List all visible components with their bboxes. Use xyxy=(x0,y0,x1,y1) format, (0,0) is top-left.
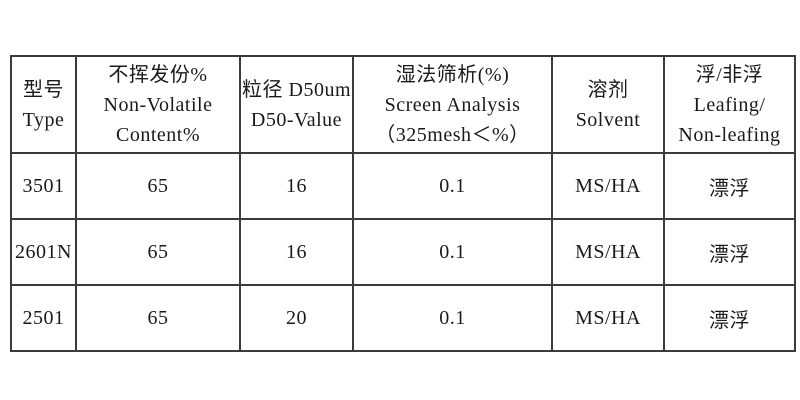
header-solvent: 溶剂 Solvent xyxy=(551,55,665,154)
header-type: 型号 Type xyxy=(10,55,77,154)
cell-leafing: 漂浮 xyxy=(663,218,796,286)
cell-solvent: MS/HA xyxy=(551,152,665,220)
cell-type: 2601N xyxy=(10,218,77,286)
header-d50-zh: 粒径 D50um xyxy=(242,78,351,101)
header-non-volatile-en2: Content% xyxy=(116,123,200,146)
header-leafing-zh: 浮/非浮 xyxy=(695,63,764,86)
table-row-2501: 2501 65 20 0.1 MS/HA 漂浮 xyxy=(10,284,796,352)
header-screen-analysis-en: Screen Analysis xyxy=(384,93,521,116)
cell-screen-analysis: 0.1 xyxy=(352,152,553,220)
header-non-volatile-en1: Non-Volatile xyxy=(103,93,213,116)
cell-screen-analysis: 0.1 xyxy=(352,284,553,352)
cell-non-volatile: 65 xyxy=(75,152,241,220)
header-d50-en: D50-Value xyxy=(250,108,343,131)
cell-non-volatile: 65 xyxy=(75,284,241,352)
header-leafing-en1: Leafing/ xyxy=(693,93,766,116)
header-row: 型号 Type 不挥发份% Non-Volatile Content% 粒径 D… xyxy=(10,55,796,154)
header-non-volatile: 不挥发份% Non-Volatile Content% xyxy=(75,55,241,154)
header-screen-analysis-mesh: （325mesh＜%） xyxy=(375,123,530,146)
header-solvent-en: Solvent xyxy=(575,108,641,131)
cell-non-volatile: 65 xyxy=(75,218,241,286)
cell-solvent: MS/HA xyxy=(551,218,665,286)
cell-d50: 16 xyxy=(239,152,354,220)
header-leafing-en2: Non-leafing xyxy=(678,123,781,146)
header-non-volatile-zh: 不挥发份% xyxy=(108,63,208,86)
cell-type: 3501 xyxy=(10,152,77,220)
cell-leafing: 漂浮 xyxy=(663,152,796,220)
cell-solvent: MS/HA xyxy=(551,284,665,352)
cell-leafing: 漂浮 xyxy=(663,284,796,352)
cell-d50: 20 xyxy=(239,284,354,352)
header-d50: 粒径 D50um D50-Value xyxy=(239,55,354,154)
product-spec-table-container: 型号 Type 不挥发份% Non-Volatile Content% 粒径 D… xyxy=(10,55,796,352)
cell-screen-analysis: 0.1 xyxy=(352,218,553,286)
header-screen-analysis: 湿法筛析(%) Screen Analysis （325mesh＜%） xyxy=(352,55,553,154)
header-screen-analysis-zh: 湿法筛析(%) xyxy=(395,63,510,86)
cell-d50: 16 xyxy=(239,218,354,286)
header-type-en: Type xyxy=(22,108,65,131)
product-spec-table: 型号 Type 不挥发份% Non-Volatile Content% 粒径 D… xyxy=(10,55,796,352)
table-row-2601n: 2601N 65 16 0.1 MS/HA 漂浮 xyxy=(10,218,796,286)
cell-type: 2501 xyxy=(10,284,77,352)
header-leafing: 浮/非浮 Leafing/ Non-leafing xyxy=(663,55,796,154)
header-type-zh: 型号 xyxy=(23,78,64,101)
table-row-3501: 3501 65 16 0.1 MS/HA 漂浮 xyxy=(10,152,796,220)
header-solvent-zh: 溶剂 xyxy=(587,78,629,101)
